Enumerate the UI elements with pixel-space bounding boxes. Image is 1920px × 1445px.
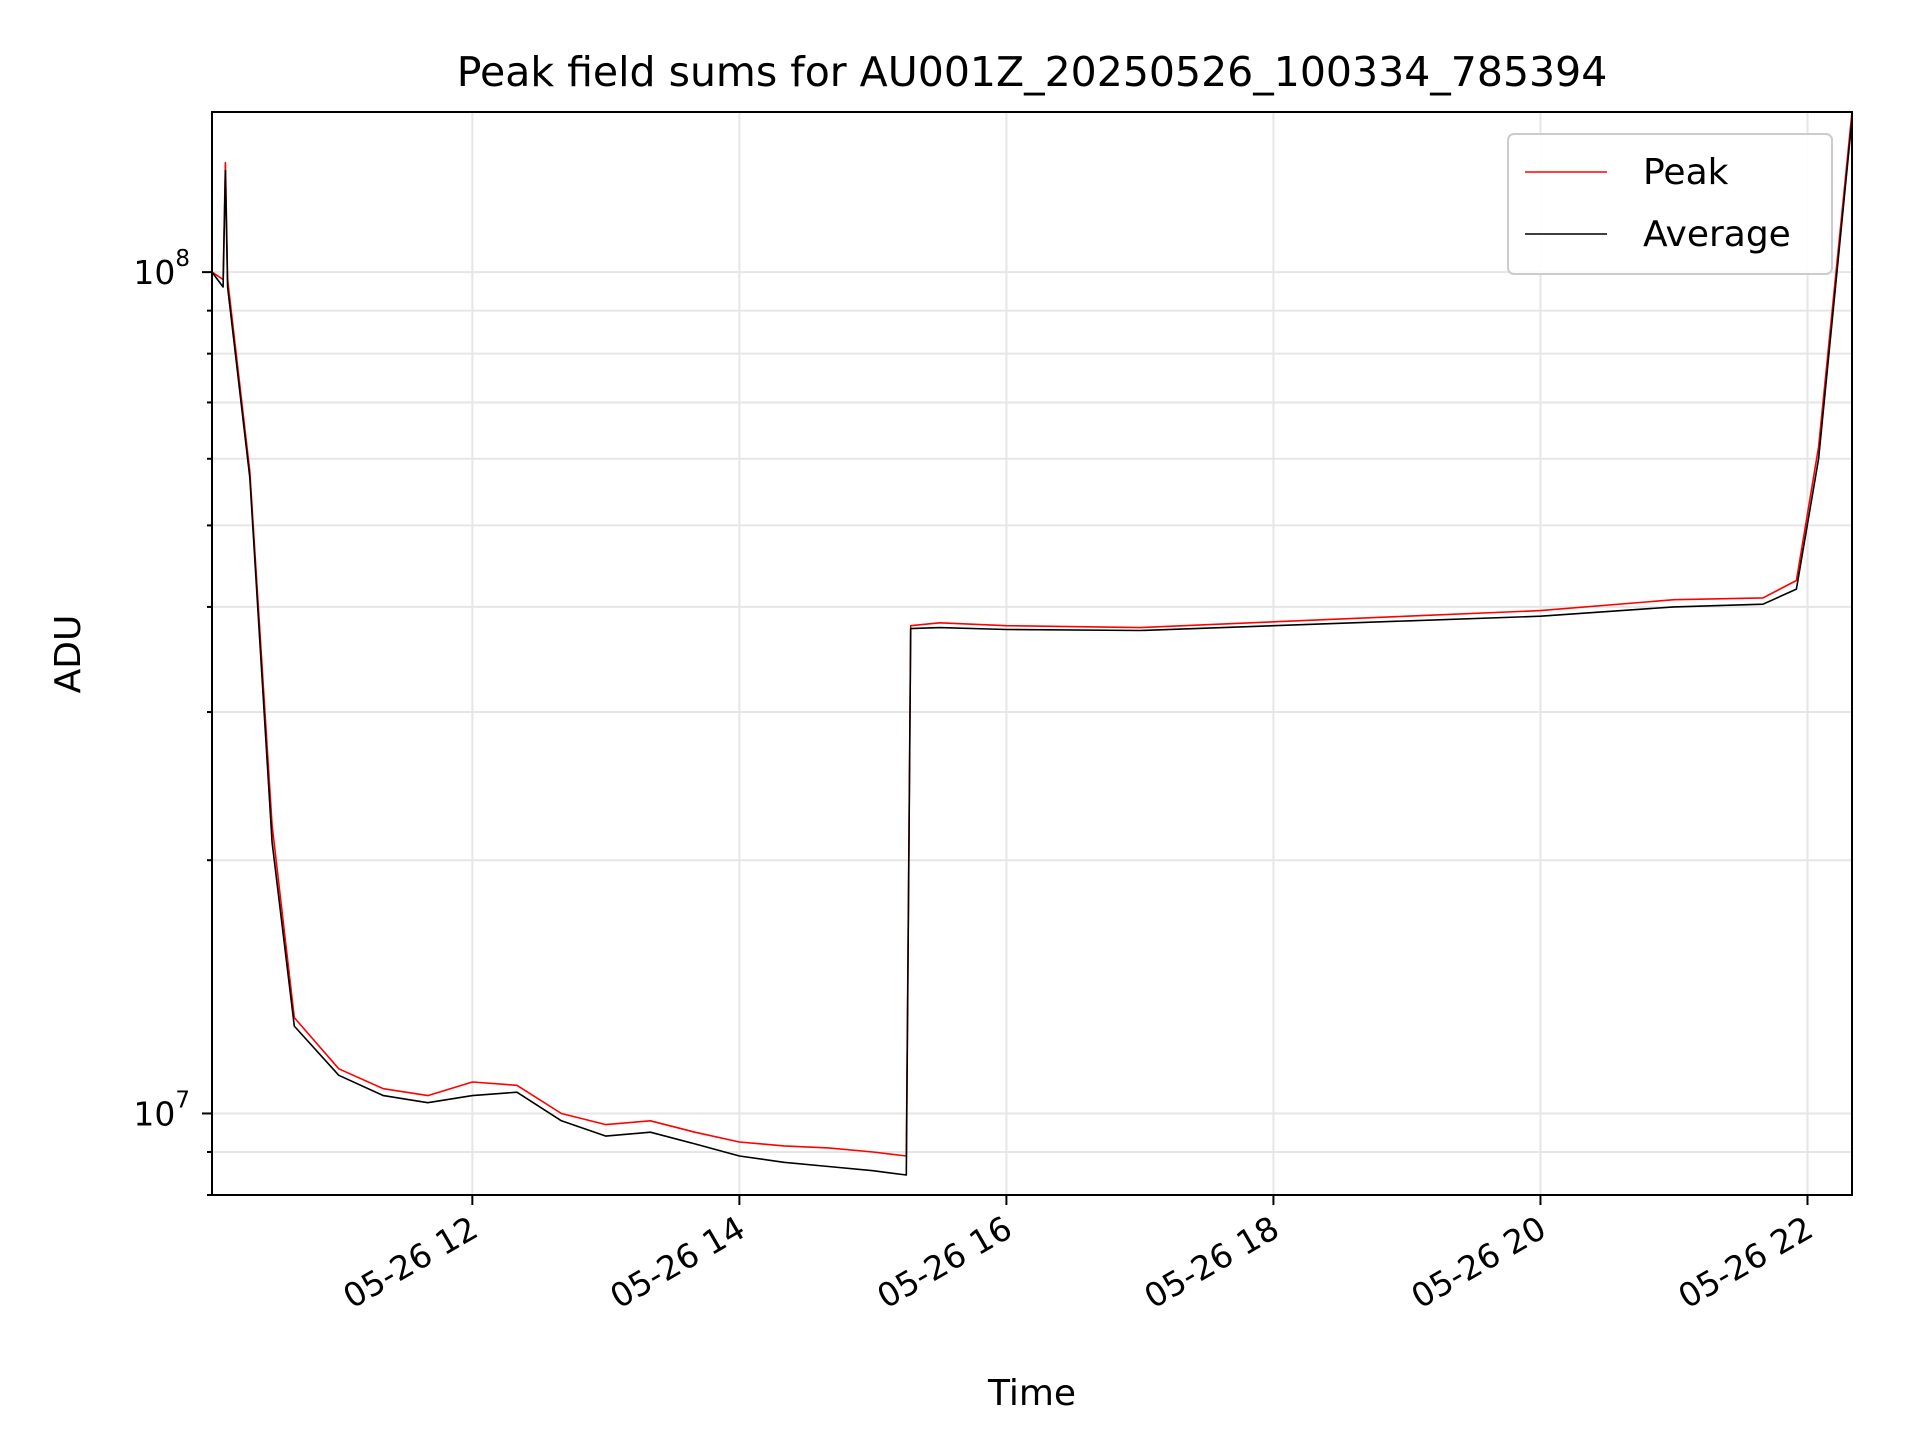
plot-frame — [211, 111, 1853, 1196]
legend-box — [1507, 133, 1833, 275]
grid-layer — [212, 112, 1852, 1196]
legend-label-peak: Peak — [1643, 152, 1729, 193]
series-line-peak — [211, 111, 1853, 1157]
y-tick-exponent: 8 — [175, 246, 190, 272]
chart-title: Peak field sums for AU001Z_20250526_1003… — [457, 48, 1608, 96]
x-axis-label: Time — [987, 1373, 1076, 1414]
legend: Peak Average — [1507, 133, 1833, 275]
legend-label-average: Average — [1643, 214, 1791, 255]
series-layer — [211, 111, 1853, 1176]
y-tick-exponent: 7 — [175, 1087, 190, 1113]
y-axis-label: ADU — [48, 615, 89, 694]
series-line-average — [211, 119, 1853, 1176]
